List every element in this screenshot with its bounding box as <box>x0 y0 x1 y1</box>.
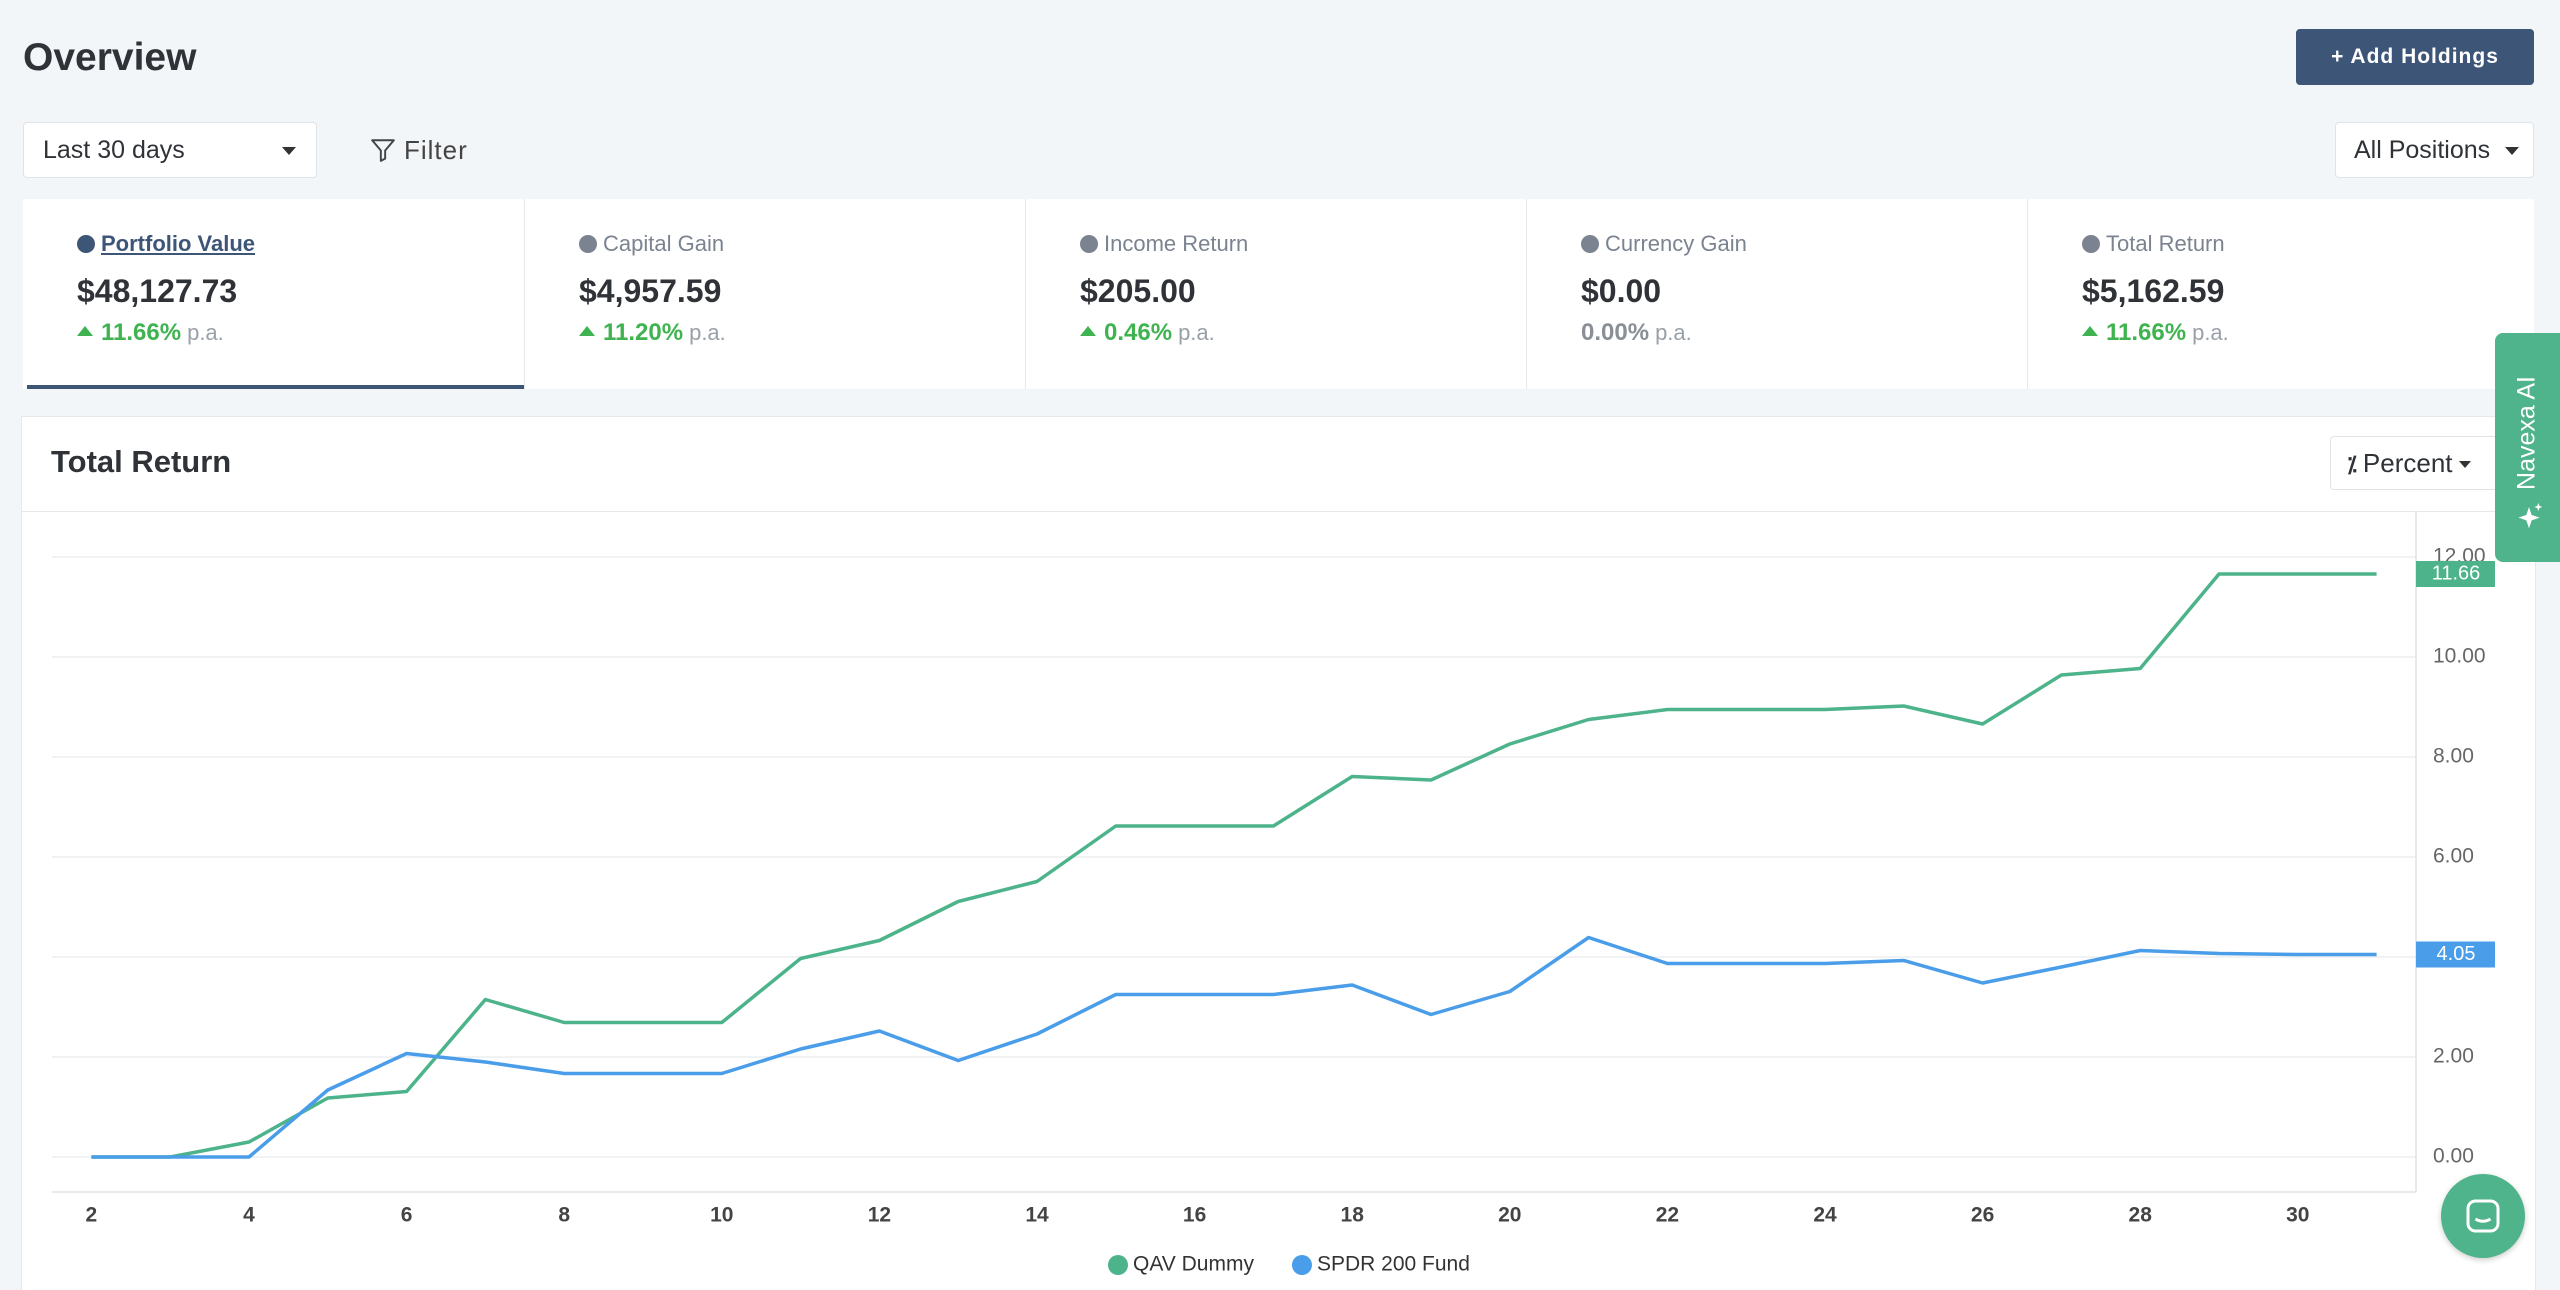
chart-panel <box>21 416 2536 1290</box>
y-tick-label: 0.00 <box>2433 1145 2474 1168</box>
legend-label: SPDR 200 Fund <box>1317 1253 1470 1276</box>
stat-change-text: 11.66% <box>101 319 182 346</box>
stat-change: 11.66% p.a. <box>2082 319 2229 347</box>
stat-unit: p.a. <box>689 320 726 345</box>
x-tick-label: 28 <box>2129 1204 2153 1227</box>
stat-change: 11.66% p.a. <box>77 319 224 347</box>
y-tick-label: 10.00 <box>2433 645 2486 668</box>
stat-change-text: 11.20% <box>603 319 684 346</box>
filter-icon <box>371 139 395 162</box>
stat-value: $0.00 <box>1581 273 1662 309</box>
stat-unit: p.a. <box>2192 320 2229 345</box>
period-dropdown[interactable]: Last 30 days <box>23 122 317 178</box>
side-tab[interactable]: Navexa AI <box>2495 333 2560 562</box>
stat-unit: p.a. <box>1178 320 1215 345</box>
mode-dropdown[interactable]: ⁒ Percent <box>2330 436 2498 490</box>
stat-change-text: 0.46% <box>1104 319 1173 346</box>
x-tick-label: 12 <box>868 1204 891 1227</box>
stat-change-text: 0.00% <box>1581 319 1650 346</box>
y-tick-label: 6.00 <box>2433 845 2474 868</box>
stat-card[interactable]: Income Return $205.00 0.46% p.a. <box>1025 199 1527 389</box>
legend-marker <box>1291 1255 1312 1275</box>
stat-value: $5,162.59 <box>2082 273 2225 309</box>
end-label-bg <box>2416 941 2495 968</box>
stat-unit: p.a. <box>1655 320 1692 345</box>
x-tick-label: 30 <box>2286 1204 2309 1227</box>
chat-icon <box>2466 1199 2500 1233</box>
chat-button[interactable] <box>2441 1174 2525 1258</box>
stat-label-text: Currency Gain <box>1605 231 1747 256</box>
stat-value: $48,127.73 <box>77 273 238 309</box>
end-label: 4.05 <box>2437 943 2476 965</box>
period-text: Last 30 days <box>43 136 185 164</box>
stat-label: Income Return <box>1080 231 1248 257</box>
separator <box>21 511 2536 512</box>
side-tab-text: Navexa AI <box>2512 376 2541 490</box>
legend-label: QAV Dummy <box>1133 1253 1254 1276</box>
stat-value: $4,957.59 <box>579 273 722 309</box>
filter-button[interactable]: Filter <box>370 132 468 168</box>
stat-label: Portfolio Value <box>77 231 255 257</box>
series-line <box>91 572 2377 1159</box>
filter-text: Filter <box>404 135 468 165</box>
end-label-bg <box>2416 561 2495 587</box>
add-holdings-button[interactable]: + Add Holdings <box>2296 29 2534 85</box>
stat-change: 11.20% p.a. <box>579 319 726 347</box>
x-tick-label: 6 <box>401 1204 413 1227</box>
x-tick-label: 10 <box>710 1204 733 1227</box>
stat-change: 0.46% p.a. <box>1080 319 1215 347</box>
y-tick-label: 8.00 <box>2433 745 2474 768</box>
x-tick-label: 16 <box>1183 1204 1206 1227</box>
caret <box>282 147 296 155</box>
caret <box>2458 461 2471 468</box>
mode-text: Percent <box>2362 448 2453 478</box>
page-title: Overview <box>23 36 197 79</box>
x-tick-label: 22 <box>1656 1204 1679 1227</box>
stat-change-text: 11.66% <box>2106 319 2187 346</box>
chart-title: Total Return <box>51 444 232 479</box>
x-tick-label: 20 <box>1498 1204 1521 1227</box>
stat-label-text: Portfolio Value <box>101 231 256 256</box>
sparkle-icon <box>2518 503 2543 529</box>
series-line <box>91 935 2377 1159</box>
stat-value: $205.00 <box>1080 273 1196 309</box>
stat-label-text: Income Return <box>1104 231 1249 256</box>
stat-label-text: Capital Gain <box>603 231 725 256</box>
stat-card[interactable]: Currency Gain $0.00 0.00% p.a. <box>1526 199 2028 389</box>
end-label: 11.66 <box>2432 562 2481 584</box>
x-tick-label: 24 <box>1813 1204 1837 1227</box>
percent-icon: ⁒ <box>2347 452 2357 477</box>
stat-unit: p.a. <box>187 320 224 345</box>
x-tick-label: 4 <box>243 1204 255 1227</box>
legend-marker <box>1108 1255 1128 1275</box>
x-tick-label: 14 <box>1025 1204 1049 1227</box>
x-tick-label: 18 <box>1341 1204 1365 1227</box>
positions-text: All Positions <box>2354 136 2491 164</box>
stat-change: 0.00% p.a. <box>1581 319 1692 347</box>
x-tick-label: 26 <box>1971 1204 1994 1227</box>
active-underline <box>27 385 524 389</box>
stat-label-text: Total Return <box>2106 231 2225 256</box>
stats-panel: Portfolio Value $48,127.73 11.66% p.a. Ca… <box>23 199 2534 389</box>
y-tick-label: 2.00 <box>2433 1045 2474 1068</box>
stat-label: Currency Gain <box>1581 231 1747 257</box>
caret <box>2505 147 2519 155</box>
stat-card[interactable]: Capital Gain $4,957.59 11.20% p.a. <box>524 199 1026 389</box>
stat-card[interactable]: Portfolio Value $48,127.73 11.66% p.a. <box>23 199 524 389</box>
stat-card[interactable]: Total Return $5,162.59 11.66% p.a. <box>2027 199 2529 389</box>
positions-dropdown[interactable]: All Positions <box>2335 122 2534 178</box>
x-tick-label: 8 <box>558 1204 570 1227</box>
stat-label: Total Return <box>2082 231 2225 257</box>
x-tick-label: 2 <box>86 1204 98 1227</box>
stat-label: Capital Gain <box>579 231 724 257</box>
